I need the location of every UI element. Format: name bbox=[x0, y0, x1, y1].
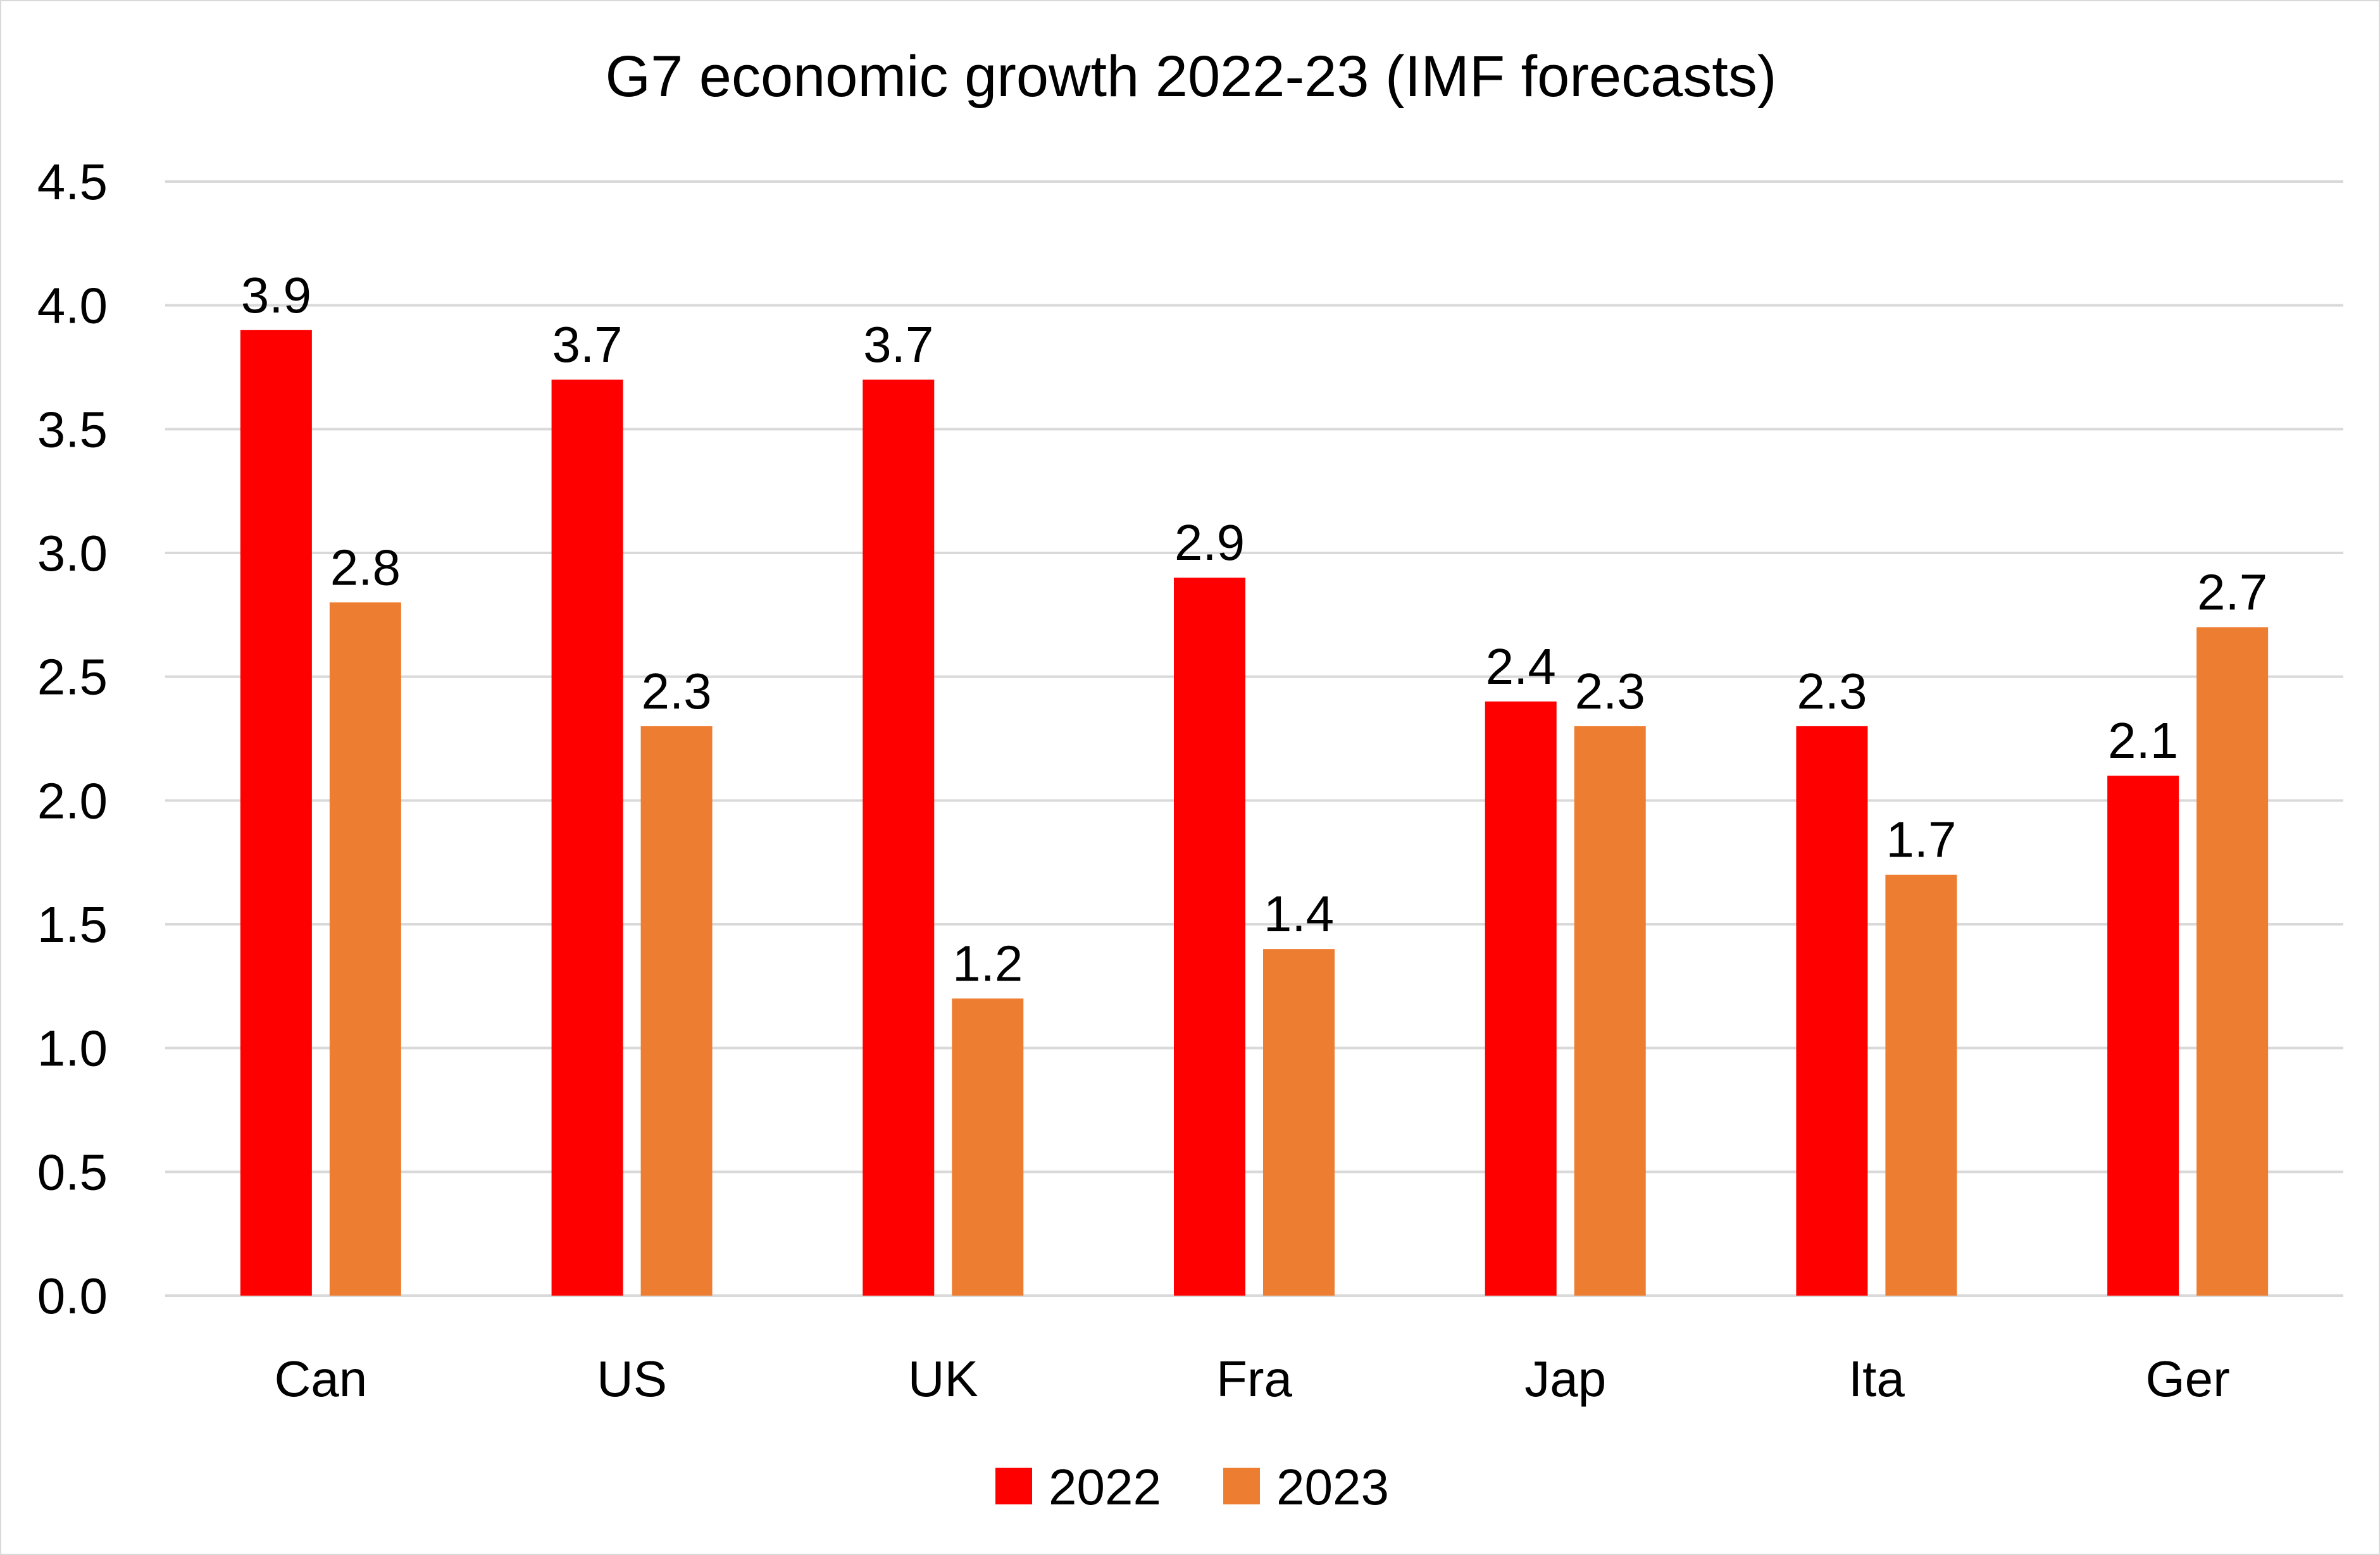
bar-2022-ger bbox=[2107, 776, 2179, 1296]
bar-2023-uk bbox=[952, 998, 1024, 1296]
gridlines bbox=[165, 180, 2343, 1297]
y-axis-ticks: 0.0 0.5 1.0 1.5 2.0 2.5 3.0 3.5 4.0 4.5 bbox=[37, 154, 108, 1324]
bar-2023-ger bbox=[2196, 627, 2269, 1296]
data-label-2022-ita: 2.3 bbox=[1797, 663, 1867, 719]
legend-label-2022: 2022 bbox=[1049, 1459, 1161, 1515]
bar-2022-can bbox=[240, 330, 312, 1296]
data-label-2023-jap: 2.3 bbox=[1575, 663, 1645, 719]
data-label-2023-uk: 1.2 bbox=[952, 935, 1023, 991]
data-label-2022-uk: 3.7 bbox=[863, 316, 933, 373]
data-label-2023-ita: 1.7 bbox=[1886, 812, 1956, 868]
x-axis-categories: Can US UK Fra Jap Ita Ger bbox=[274, 1351, 2229, 1407]
data-label-2022-fra: 2.9 bbox=[1174, 514, 1245, 571]
bar-2023-fra bbox=[1263, 949, 1335, 1296]
data-label-2023-us: 2.3 bbox=[641, 663, 711, 719]
x-category-label: Can bbox=[274, 1351, 367, 1407]
data-label-2022-us: 3.7 bbox=[552, 316, 622, 373]
bar-2022-fra bbox=[1174, 578, 1245, 1296]
x-category-label: Jap bbox=[1524, 1351, 1606, 1407]
x-category-label: Ger bbox=[2145, 1351, 2229, 1407]
legend-swatch-2023 bbox=[1223, 1468, 1260, 1504]
data-label-2023-ger: 2.7 bbox=[2197, 564, 2267, 620]
bar-2023-jap bbox=[1574, 726, 1646, 1296]
y-tick-label: 3.0 bbox=[37, 525, 108, 581]
data-label-2022-can: 3.9 bbox=[241, 267, 311, 323]
bar-2022-uk bbox=[863, 380, 935, 1296]
data-label-2022-ger: 2.1 bbox=[2108, 712, 2178, 769]
bar-2022-ita bbox=[1796, 726, 1868, 1296]
data-label-2023-fra: 1.4 bbox=[1264, 886, 1334, 942]
y-tick-label: 3.5 bbox=[37, 401, 108, 457]
y-tick-label: 2.0 bbox=[37, 772, 108, 829]
data-label-2022-jap: 2.4 bbox=[1486, 638, 1556, 695]
y-tick-label: 4.0 bbox=[37, 278, 108, 334]
data-label-2023-can: 2.8 bbox=[330, 539, 401, 595]
bar-2023-ita bbox=[1885, 874, 1957, 1296]
y-tick-label: 2.5 bbox=[37, 649, 108, 705]
y-tick-label: 4.5 bbox=[37, 154, 108, 210]
chart-title: G7 economic growth 2022-23 (IMF forecast… bbox=[606, 44, 1777, 109]
x-category-label: Ita bbox=[1848, 1351, 1905, 1407]
bar-2023-us bbox=[640, 726, 713, 1296]
bar-2022-jap bbox=[1485, 701, 1557, 1296]
x-category-label: Fra bbox=[1216, 1351, 1293, 1407]
bar-2022-us bbox=[551, 380, 623, 1296]
y-tick-label: 0.0 bbox=[37, 1268, 108, 1324]
x-category-label: US bbox=[597, 1351, 667, 1407]
legend-swatch-2022 bbox=[995, 1468, 1032, 1504]
legend-label-2023: 2023 bbox=[1276, 1459, 1389, 1515]
data-labels: 3.9 2.8 3.7 2.3 3.7 1.2 2.9 1.4 2.4 2.3 2.3 1.7 2.1 2… bbox=[241, 267, 2268, 992]
y-tick-label: 1.0 bbox=[37, 1020, 108, 1077]
y-tick-label: 1.5 bbox=[37, 896, 108, 953]
legend: 2022 2023 bbox=[995, 1459, 1389, 1515]
y-tick-label: 0.5 bbox=[37, 1144, 108, 1200]
bar-2023-can bbox=[329, 602, 401, 1296]
bars bbox=[240, 330, 2269, 1296]
x-category-label: UK bbox=[908, 1351, 978, 1407]
